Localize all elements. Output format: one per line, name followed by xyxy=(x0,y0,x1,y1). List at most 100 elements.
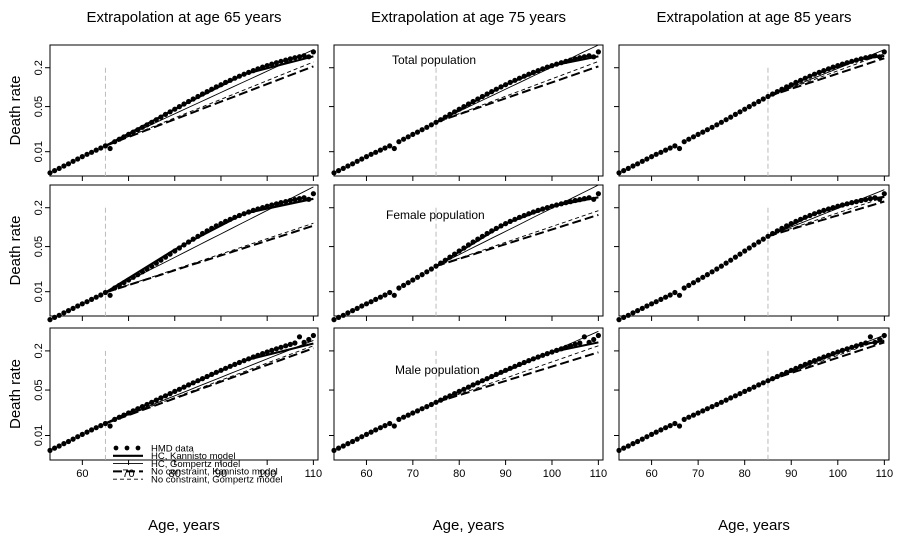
hmd-data-point xyxy=(158,395,164,401)
hmd-data-point xyxy=(368,299,374,305)
hmd-data-point xyxy=(126,277,132,283)
hmd-data-point xyxy=(572,56,578,62)
x-tick-label: 100 xyxy=(829,468,847,480)
hmd-data-point xyxy=(331,170,337,176)
hmd-data-point xyxy=(126,410,132,416)
legend-point xyxy=(124,445,130,451)
hmd-data-point xyxy=(264,63,270,69)
hmd-data-point xyxy=(102,143,108,149)
fit-line-nc-kannisto xyxy=(435,213,599,268)
hmd-data-point xyxy=(382,423,388,429)
hmd-data-point xyxy=(75,434,81,440)
hmd-data-point xyxy=(690,280,697,286)
hmd-data-point xyxy=(227,363,233,369)
panel-total-c85 xyxy=(614,44,890,181)
hmd-data-point xyxy=(340,312,346,318)
hmd-data-point xyxy=(264,349,270,355)
hmd-data-point xyxy=(461,104,467,110)
hmd-data-point xyxy=(516,214,523,220)
hmd-data-point xyxy=(714,401,720,408)
hmd-data-point xyxy=(273,201,279,207)
hmd-data-point xyxy=(644,303,650,309)
x-tick-label: 80 xyxy=(739,468,751,480)
fit-line-nc-kannisto xyxy=(435,65,599,124)
hmd-data-point xyxy=(176,104,182,110)
hmd-data-point xyxy=(779,371,785,377)
hmd-data-point xyxy=(287,197,293,204)
hmd-data-point xyxy=(232,75,238,81)
hmd-data-point xyxy=(139,124,145,130)
hmd-data-point xyxy=(442,257,448,263)
hmd-data-point xyxy=(52,445,58,451)
hmd-data-point xyxy=(853,199,860,205)
hmd-data-point xyxy=(47,170,53,176)
column-title: Extrapolation at age 75 years xyxy=(371,9,566,26)
hmd-data-point xyxy=(630,163,636,169)
hmd-data-point xyxy=(424,404,430,410)
panel-male-c85: 60 70 80 90 100 110 xyxy=(614,327,894,480)
hmd-data-point xyxy=(554,61,560,67)
y-axis-label: Death rate xyxy=(7,359,24,429)
x-tick-label: 110 xyxy=(876,468,894,480)
hmd-data-point xyxy=(630,310,636,316)
hmd-data-point xyxy=(301,195,307,201)
hmd-data-point xyxy=(176,245,182,251)
hmd-data-point xyxy=(158,114,164,120)
hmd-data-point xyxy=(737,109,743,115)
hmd-data-point xyxy=(709,404,715,410)
x-tick-label: 70 xyxy=(692,468,704,480)
hmd-data-point xyxy=(470,98,476,105)
hmd-data-point xyxy=(526,211,532,217)
hmd-data-point xyxy=(260,205,266,211)
hmd-data-point xyxy=(526,358,532,364)
hmd-data-point xyxy=(793,218,799,224)
hmd-data-point xyxy=(65,308,72,314)
x-tick-label: 100 xyxy=(543,468,561,480)
hmd-data-point xyxy=(336,168,342,174)
hmd-data-point xyxy=(554,202,560,208)
hmd-data-point xyxy=(130,274,136,280)
hmd-data-point xyxy=(89,149,95,155)
hmd-data-point xyxy=(549,203,555,209)
hmd-data-point xyxy=(530,356,537,362)
hmd-data-point xyxy=(292,340,298,346)
hmd-data-point xyxy=(737,391,743,397)
hmd-data-point xyxy=(213,369,219,375)
hmd-data-point xyxy=(507,79,513,85)
hmd-data-point xyxy=(732,393,739,399)
hmd-data-point xyxy=(709,124,715,130)
hmd-data-point xyxy=(428,122,434,128)
hmd-data-point xyxy=(61,163,67,169)
hmd-data-point xyxy=(306,196,312,202)
legend-entry-label: HC, Gompertz model xyxy=(151,459,240,470)
hmd-data-point xyxy=(181,242,187,248)
hmd-data-point xyxy=(246,356,252,362)
x-tick-label: 70 xyxy=(122,468,134,480)
fit-line-hc-gompertz xyxy=(767,189,885,237)
hmd-data-point xyxy=(56,165,62,171)
panel-total-c65: 0.01 0.05 0.2 xyxy=(33,44,319,181)
hmd-data-point xyxy=(70,305,76,311)
hmd-data-point xyxy=(563,200,569,206)
hmd-data-point xyxy=(503,367,509,373)
hmd-data-point xyxy=(438,260,444,266)
hmd-data-point xyxy=(658,149,664,155)
hmd-data-point xyxy=(438,117,444,123)
hmd-data-point xyxy=(802,75,808,81)
hmd-data-point xyxy=(816,356,822,362)
hmd-data-point xyxy=(526,71,532,77)
hmd-data-point xyxy=(867,334,874,340)
hmd-data-point xyxy=(807,359,813,366)
hmd-data-point xyxy=(863,55,869,61)
hmd-data-point xyxy=(484,91,490,97)
x-tick-label: 60 xyxy=(360,468,372,480)
hmd-data-point xyxy=(112,139,118,145)
hmd-data-point xyxy=(816,209,822,215)
hmd-data-point xyxy=(591,196,597,202)
hmd-data-point xyxy=(223,218,229,224)
hmd-data-point xyxy=(723,117,729,123)
hmd-data-point xyxy=(742,248,748,254)
hmd-data-point xyxy=(616,317,622,323)
hmd-data-point xyxy=(456,248,462,254)
fit-line-nc-kannisto xyxy=(105,224,314,294)
